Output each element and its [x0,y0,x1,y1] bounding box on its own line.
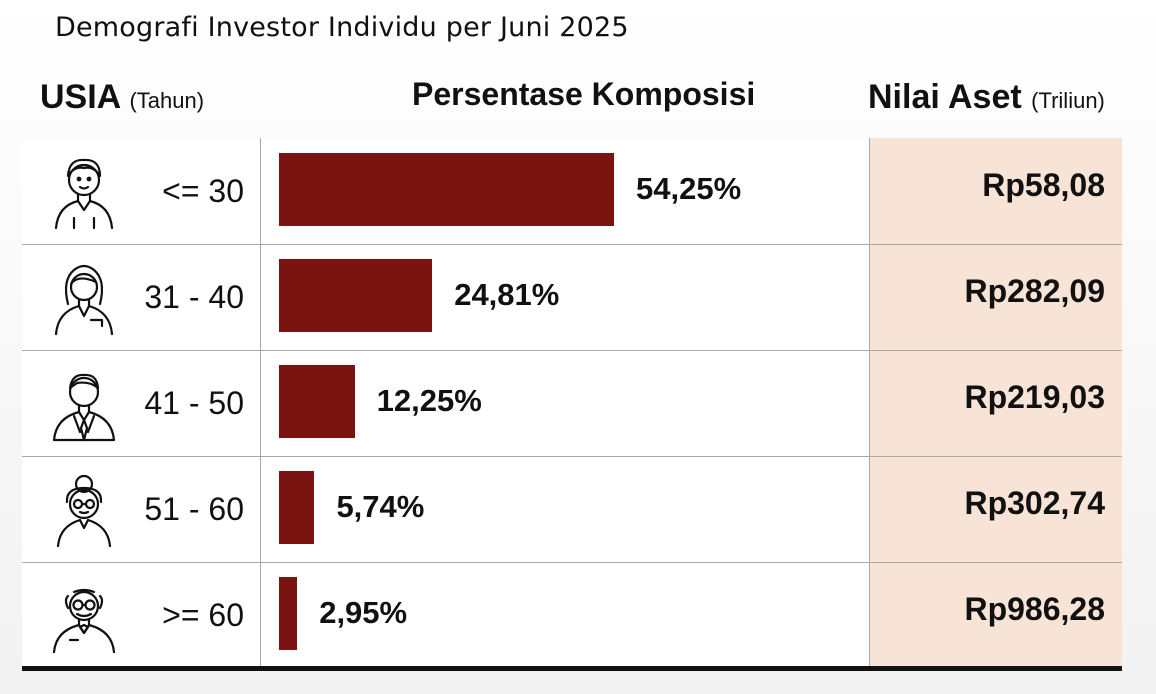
asset-value-label: Rp302,74 [964,485,1105,521]
age-header-unit: (Tahun) [129,88,205,113]
asset-value-header-label: Nilai Aset [868,78,1022,116]
asset-value-label: Rp282,09 [964,273,1105,309]
table-row: 51 - 60 5,74% Rp302,74 [22,456,1122,562]
row-divider [22,456,1122,457]
table-row: <= 30 54,25% Rp58,08 [22,138,1122,244]
table-row: 41 - 50 12,25% Rp219,03 [22,350,1122,456]
man-suit-icon [52,373,116,442]
asset-value-label: Rp58,08 [982,167,1105,203]
age-group-label: >= 60 [162,597,244,633]
age-group-label: <= 30 [162,173,244,209]
value-column-divider [869,138,870,668]
elderly-man-glasses-icon [52,588,116,654]
demographics-table: <= 30 54,25% Rp58,08 31 - 40 24,81% Rp282,09 4… [22,138,1122,668]
asset-value-header: Nilai Aset (Triliun) [868,78,1105,117]
chart-title: Demografi Investor Individu per Juni 202… [55,12,629,43]
composition-bar [279,471,315,544]
table-row: 31 - 40 24,81% Rp282,09 [22,244,1122,350]
age-header: USIA (Tahun) [40,78,204,117]
composition-value-label: 2,95% [319,595,408,630]
composition-value-label: 54,25% [636,171,742,206]
asset-value-label: Rp219,03 [964,379,1105,415]
table-bottom-rule [22,666,1122,671]
age-group-label: 41 - 50 [144,385,244,421]
age-group-label: 31 - 40 [144,279,244,315]
row-divider [22,244,1122,245]
composition-value-label: 24,81% [454,277,560,312]
composition-value-label: 5,74% [336,489,425,524]
composition-header: Persentase Komposisi [412,76,756,112]
age-group-label: 51 - 60 [144,491,244,527]
asset-value-header-unit: (Triliun) [1031,88,1105,113]
composition-value-label: 12,25% [376,383,482,418]
asset-value-label: Rp986,28 [964,591,1105,627]
composition-bar [279,259,433,332]
age-header-label: USIA [40,78,120,116]
age-column-divider [260,138,261,668]
asset-value-column-background [870,138,1122,668]
row-divider [22,562,1122,563]
row-divider [22,350,1122,351]
older-woman-glasses-icon [56,474,112,548]
composition-bar [279,577,298,650]
composition-bar [279,365,355,438]
woman-icon [54,264,114,336]
composition-bar [279,153,614,226]
young-person-icon [54,158,114,230]
table-row: >= 60 2,95% Rp986,28 [22,562,1122,668]
